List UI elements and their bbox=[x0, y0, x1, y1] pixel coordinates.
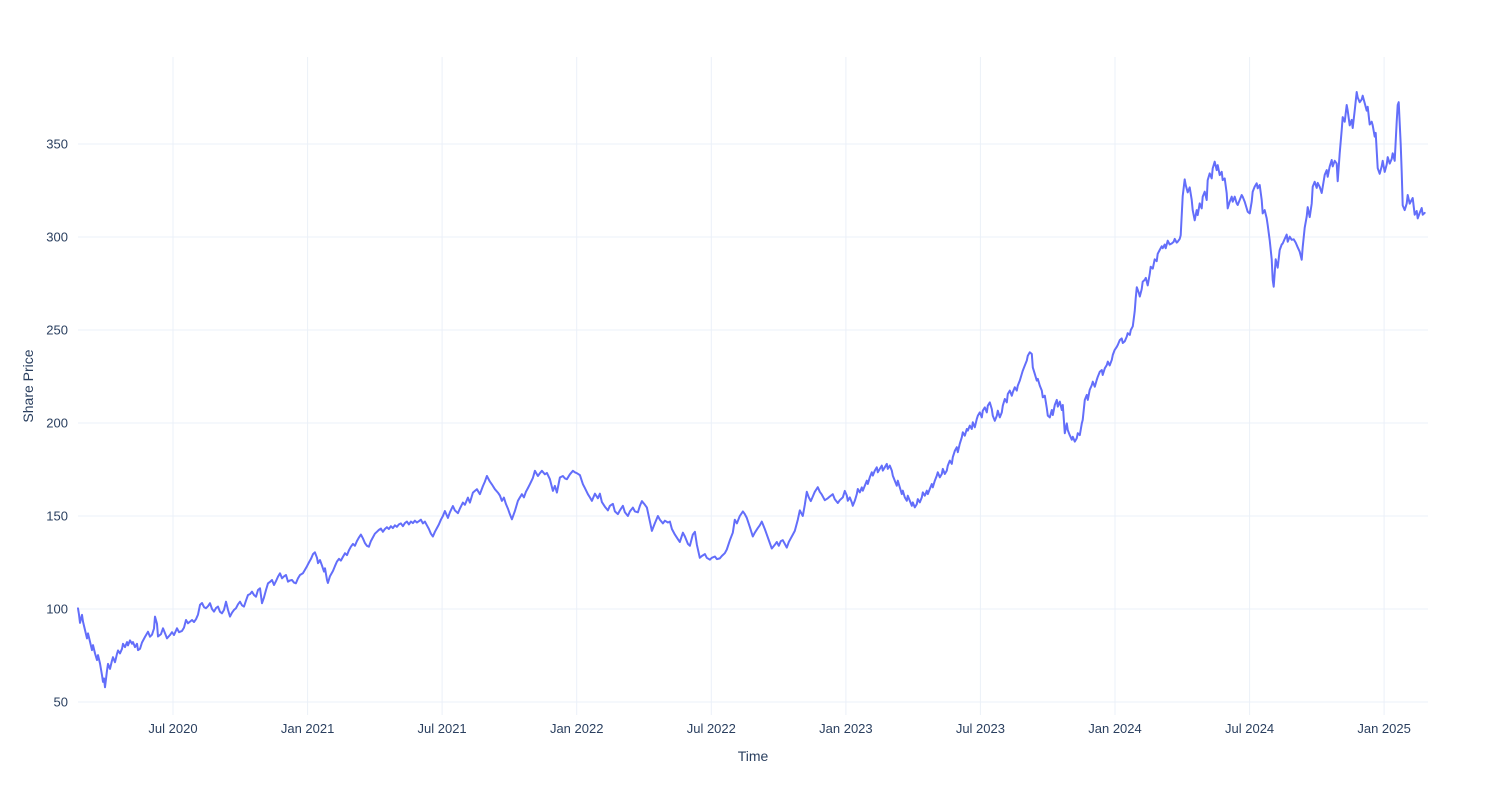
x-axis-title: Time bbox=[737, 748, 769, 764]
y-tick-label: 350 bbox=[46, 137, 68, 152]
x-tick-label: Jul 2023 bbox=[956, 721, 1005, 736]
x-tick-label: Jul 2024 bbox=[1225, 721, 1274, 736]
y-tick-label: 300 bbox=[46, 230, 68, 245]
x-tick-label: Jan 2024 bbox=[1088, 721, 1142, 736]
y-axis-title: Share Price bbox=[20, 349, 36, 423]
y-axis-tick-labels: 50 100 150 200 250 300 350 bbox=[46, 137, 68, 710]
x-tick-label: Jul 2021 bbox=[418, 721, 467, 736]
plot-area[interactable] bbox=[78, 57, 1428, 715]
x-tick-label: Jul 2022 bbox=[687, 721, 736, 736]
x-axis-tick-labels: Jul 2020 Jan 2021 Jul 2021 Jan 2022 Jul 2022… bbox=[148, 721, 1410, 736]
price-line-series bbox=[77, 91, 1426, 689]
x-tick-label: Jan 2021 bbox=[281, 721, 335, 736]
y-tick-label: 200 bbox=[46, 416, 68, 431]
y-tick-label: 250 bbox=[46, 323, 68, 338]
x-tick-label: Jan 2023 bbox=[819, 721, 873, 736]
x-tick-label: Jan 2022 bbox=[550, 721, 604, 736]
y-tick-label: 150 bbox=[46, 509, 68, 524]
x-tick-label: Jul 2020 bbox=[148, 721, 197, 736]
gridlines bbox=[78, 57, 1428, 715]
y-tick-label: 100 bbox=[46, 602, 68, 617]
x-tick-label: Jan 2025 bbox=[1357, 721, 1411, 736]
y-tick-label: 50 bbox=[54, 695, 68, 710]
